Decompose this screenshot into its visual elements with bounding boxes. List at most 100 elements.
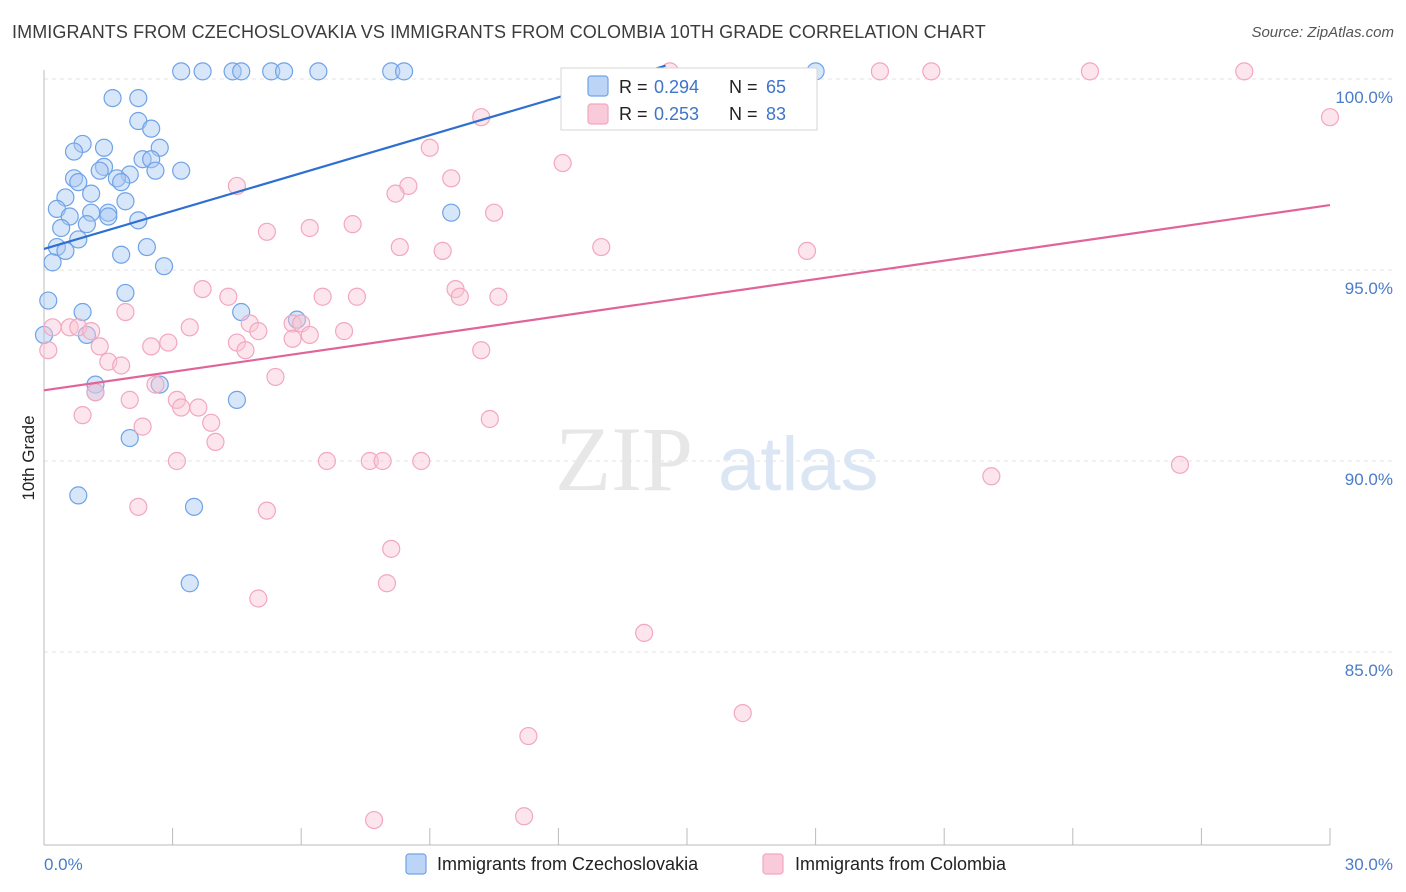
x-tick-label-max: 30.0% [1345,855,1393,874]
data-point [480,409,499,429]
data-point [120,428,139,448]
x-ticks [43,828,1331,845]
data-point [442,203,461,222]
legend-swatch-pink [587,103,609,125]
data-point [116,192,135,211]
legend-r-label-2: R = [619,104,648,124]
legend-n-label-1: N = [729,77,758,97]
data-point [142,119,161,138]
y-tick-label: 100.0% [1335,88,1393,107]
data-point [450,287,469,306]
data-point [120,390,139,409]
data-point [146,161,165,180]
data-point [180,574,199,593]
data-point [142,150,161,169]
data-point [180,318,199,337]
data-point [82,184,101,203]
x-tick-label-min: 0.0% [44,855,83,874]
legend-n-value-2: 83 [766,104,786,124]
data-point [317,451,337,471]
legend-n-value-1: 65 [766,77,786,97]
data-point [592,237,611,257]
data-point [73,302,92,322]
data-point [386,184,405,203]
y-tick-label: 90.0% [1345,470,1393,489]
data-point [1235,62,1254,81]
data-point [227,390,246,409]
data-point [154,257,174,276]
data-point [797,241,817,260]
data-point [90,337,109,356]
watermark-atlas: atlas [718,422,879,507]
data-point [472,341,491,360]
y-tick-label: 95.0% [1345,279,1393,298]
data-point [313,287,332,306]
data-point [347,287,367,306]
y-tick-label: 85.0% [1345,661,1393,680]
data-point [309,62,328,81]
grid [44,78,1392,653]
data-point [39,341,58,360]
data-point [232,62,251,81]
data-point [116,302,135,322]
data-point [103,88,122,108]
data-point [274,62,294,81]
data-point [442,169,461,188]
data-point [129,497,148,516]
bottom-legend-swatch-blue [405,853,427,875]
series-colombia [39,62,1340,830]
source-credit: Source: ZipAtlas.com [1251,24,1394,41]
legend-n-label-2: N = [729,104,758,124]
data-point [982,467,1001,486]
bottom-legend-swatch-pink [762,853,784,875]
data-point [43,318,62,337]
data-point [733,704,752,723]
data-point [382,62,401,81]
legend-r-value-1: 0.294 [654,77,699,97]
data-point [343,215,362,234]
data-point [86,383,105,402]
data-point [635,623,654,643]
data-point [433,241,452,260]
data-point [116,283,135,303]
legend-r-value-2: 0.253 [654,104,699,124]
data-point [39,291,58,310]
data-point [334,322,354,341]
y-axis-title: 10th Grade [19,415,38,500]
data-point [364,810,384,830]
data-point [69,486,88,505]
data-point [99,203,118,222]
data-point [94,138,114,157]
data-point [167,451,186,471]
data-point [489,287,508,306]
data-point [133,417,152,436]
data-point [377,574,397,593]
data-point [249,322,268,341]
data-point [382,539,401,558]
data-point [300,218,319,238]
data-point [112,245,131,264]
trend-line-colombia [43,203,1331,392]
data-point [412,451,431,471]
data-point [73,406,92,425]
data-point [99,207,118,226]
data-point [77,215,96,234]
data-point [553,153,572,173]
data-point [129,88,148,108]
data-point [485,203,504,222]
data-point [420,138,439,157]
data-point [43,253,62,272]
data-point [390,237,409,257]
data-point [257,222,277,241]
data-point [112,173,131,192]
data-point [206,432,225,451]
data-point [90,161,109,180]
data-point [922,62,941,81]
chart-title: IMMIGRANTS FROM CZECHOSLOVAKIA VS IMMIGR… [12,22,986,42]
data-point [137,237,156,257]
data-point [360,451,379,471]
data-point [189,398,208,417]
legend-r-label-1: R = [619,77,648,97]
bottom-legend: Immigrants from Czechoslovakia Immigrant… [405,853,1007,875]
